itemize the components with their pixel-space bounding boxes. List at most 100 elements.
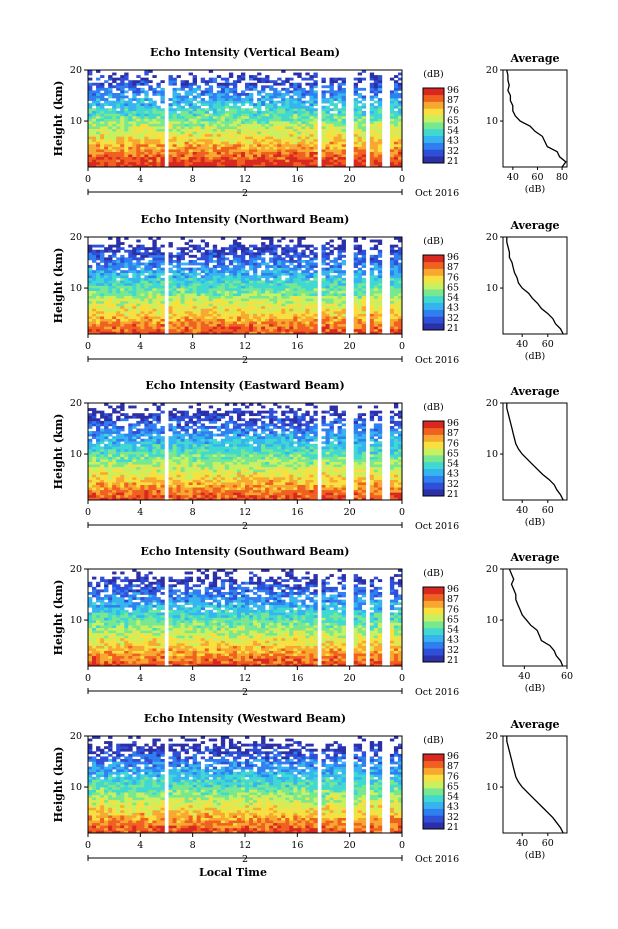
colorbar-tick-label: 65 (447, 282, 459, 293)
heatmap-cell (176, 113, 181, 117)
heatmap-cell (196, 141, 202, 145)
heatmap-cell (116, 118, 121, 122)
heatmap-cell (269, 331, 274, 335)
heatmap-cell (116, 479, 121, 483)
heatmap-cell (88, 103, 93, 107)
heatmap-cell (373, 323, 379, 327)
heatmap-cell (116, 159, 121, 163)
heatmap-cell (168, 103, 173, 107)
heatmap-cell (212, 154, 218, 158)
heatmap-cell (108, 482, 113, 485)
heatmap-cell (357, 311, 363, 314)
heatmap-cell (305, 280, 310, 284)
heatmap-cell (96, 138, 101, 142)
heatmap-cell (281, 305, 286, 309)
heatmap-cell (100, 259, 105, 263)
heatmap-cell (281, 313, 286, 317)
heatmap-cell (321, 133, 326, 137)
heatmap-cell (277, 151, 282, 155)
heatmap-cell (333, 308, 338, 312)
heatmap-cell (112, 487, 117, 491)
heatmap-cell (329, 285, 334, 289)
heatmap-cell (269, 313, 274, 317)
heatmap-cell (96, 489, 101, 493)
heatmap-cell (261, 144, 266, 147)
heatmap-cell (208, 131, 214, 135)
heatmap-cell (236, 308, 242, 312)
chart-panel-3: Echo Intensity (Eastward Beam)Height (km… (52, 379, 568, 532)
heatmap-cell (253, 105, 258, 109)
heatmap-cell (269, 249, 274, 253)
heatmap-cell (104, 154, 109, 158)
heatmap-cell (108, 272, 113, 276)
heatmap-cell (88, 464, 93, 468)
heatmap-cell (321, 113, 326, 117)
heatmap-cell (325, 141, 330, 145)
heatmap-cell (100, 413, 105, 417)
heatmap-cell (393, 285, 399, 289)
heatmap-cell (281, 154, 286, 158)
heatmap-cell (140, 308, 145, 312)
heatmap-cell (293, 249, 298, 253)
heatmap-cell (353, 300, 359, 304)
heatmap-cell (245, 85, 250, 89)
heatmap-cell (180, 126, 185, 130)
heatmap-cell (228, 259, 234, 263)
heatmap-cell (116, 282, 121, 286)
heatmap-cell (100, 249, 105, 253)
heatmap-cell (265, 154, 270, 158)
heatmap-cell (100, 272, 105, 276)
heatmap-cell (224, 280, 230, 284)
colorbar-swatch (423, 255, 444, 263)
heatmap-cell (196, 293, 202, 297)
heatmap-cell (249, 133, 254, 137)
heatmap-cell (281, 161, 286, 165)
heatmap-cell (100, 494, 105, 498)
heatmap-cell (285, 288, 290, 291)
heatmap-cell (96, 484, 101, 488)
heatmap-cell (297, 126, 302, 130)
heatmap-cell (289, 103, 294, 107)
heatmap-cell (397, 87, 403, 91)
heatmap-cell (108, 285, 113, 289)
heatmap-cell (325, 293, 330, 297)
heatmap-cell (289, 326, 294, 330)
heatmap-cell (373, 265, 379, 268)
heatmap-cell (132, 270, 137, 274)
heatmap-cell (265, 108, 270, 112)
heatmap-cell (337, 159, 342, 163)
heatmap-cell (253, 110, 258, 114)
heatmap-cell (96, 418, 101, 422)
heatmap-cell (212, 138, 218, 142)
heatmap-cell (313, 298, 318, 302)
heatmap-cell (297, 133, 302, 137)
heatmap-cell (156, 141, 161, 145)
heatmap-cell (204, 146, 210, 150)
heatmap-cell (337, 303, 342, 307)
heatmap-cell (245, 159, 250, 163)
heatmap-cell (236, 77, 242, 81)
heatmap-cell (116, 131, 121, 135)
heatmap-cell (265, 293, 270, 297)
heatmap-cell (148, 138, 153, 142)
heatmap-cell (273, 131, 278, 135)
heatmap-cell (148, 267, 153, 271)
heatmap-cell (305, 118, 310, 122)
heatmap-cell (337, 321, 342, 325)
heatmap-cell (277, 90, 282, 94)
heatmap-cell (289, 272, 294, 276)
heatmap-cell (176, 144, 181, 147)
heatmap-cell (156, 262, 161, 266)
heatmap-cell (253, 303, 258, 307)
heatmap-cell (120, 323, 125, 327)
heatmap-cell (132, 323, 137, 327)
heatmap-cell (160, 110, 165, 114)
heatmap-cell (305, 326, 310, 330)
heatmap-cell (261, 323, 266, 327)
heatmap-cell (148, 108, 153, 112)
heatmap-cell (120, 456, 125, 460)
heatmap-cell (269, 126, 274, 130)
heatmap-cell (180, 331, 185, 335)
heatmap-cell (160, 133, 165, 137)
heatmap-cell (281, 100, 286, 104)
